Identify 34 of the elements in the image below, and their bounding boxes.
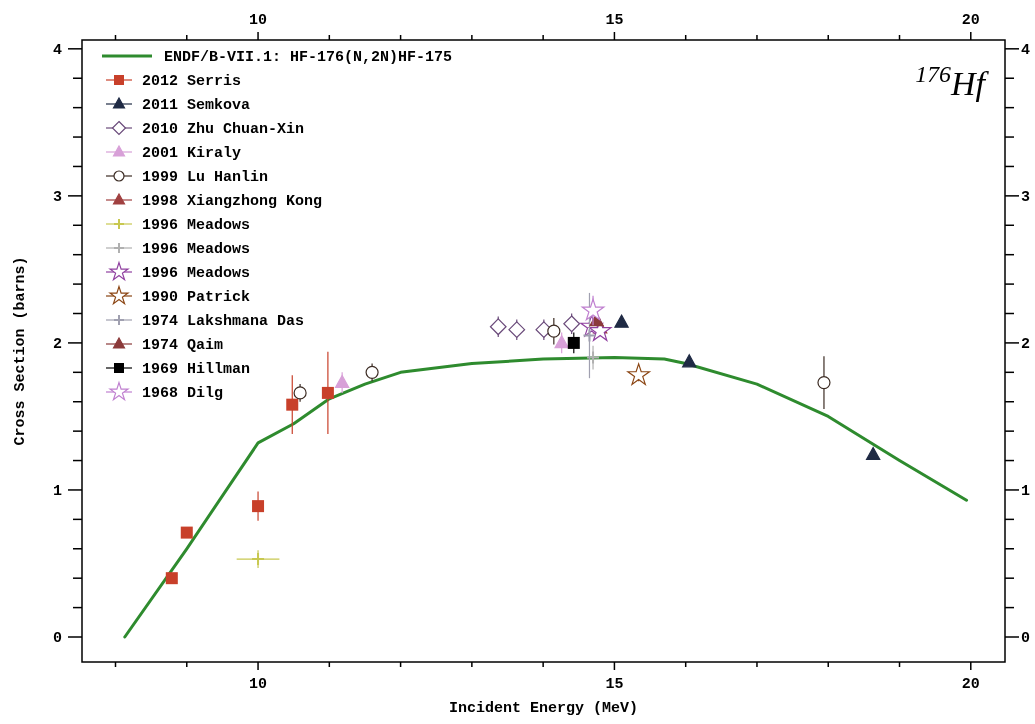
x-axis-title: Incident Energy (MeV) — [448, 700, 639, 717]
legend-label: 1996 Meadows — [142, 241, 251, 258]
legend-label: 1998 Xiangzhong Kong — [142, 193, 323, 210]
legend-label: 1990 Patrick — [142, 289, 251, 306]
y-tick-label: 4 — [52, 41, 62, 59]
y-tick-label: 0 — [52, 630, 62, 647]
x2-tick-label: 15 — [605, 676, 624, 693]
legend-label: 1996 Meadows — [142, 265, 251, 282]
legend-label: 1974 Qaim — [142, 337, 224, 354]
legend-label: 1969 Hillman — [142, 361, 251, 378]
y-tick-label: 2 — [52, 335, 62, 353]
y2-tick-label: 3 — [1021, 188, 1031, 206]
x-tick-label: 20 — [961, 12, 980, 29]
x2-tick-label: 20 — [961, 676, 980, 693]
y2-tick-label: 0 — [1021, 630, 1031, 647]
y2-tick-label: 1 — [1021, 482, 1031, 500]
x2-tick-label: 10 — [249, 676, 268, 693]
legend-label: ENDF/B-VII.1: HF-176(N,2N)HF-175 — [164, 49, 453, 66]
legend-label: 2012 Serris — [142, 73, 242, 90]
legend-label: 1996 Meadows — [142, 217, 251, 234]
y-axis-title: Cross Section (barns) — [12, 256, 29, 446]
legend-label: 2010 Zhu Chuan-Xin — [142, 121, 305, 138]
legend-label: 1974 Lakshmana Das — [142, 313, 305, 330]
annotation: $^{176}$Hf — [915, 61, 990, 102]
y2-tick-label: 4 — [1021, 41, 1031, 59]
x-tick-label: 10 — [249, 12, 268, 29]
y-tick-label: 1 — [52, 482, 62, 500]
legend-label: 1999 Lu Hanlin — [142, 169, 269, 186]
legend-label: 2011 Semkova — [142, 97, 251, 114]
legend-label: 1968 Dilg — [142, 385, 224, 402]
y-tick-label: 3 — [52, 188, 62, 206]
legend-label: 2001 Kiraly — [142, 145, 242, 162]
x-tick-label: 15 — [605, 12, 624, 29]
y2-tick-label: 2 — [1021, 335, 1031, 353]
